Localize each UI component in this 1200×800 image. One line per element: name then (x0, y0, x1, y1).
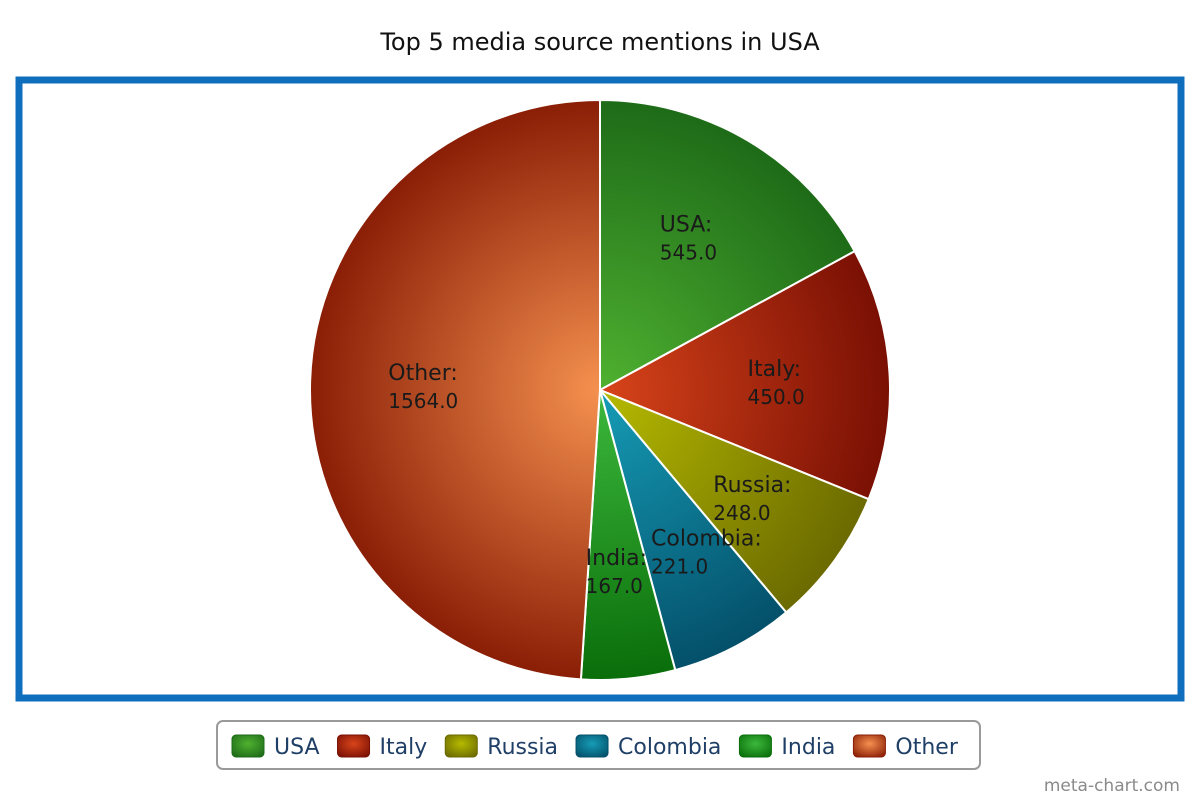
legend: USA Italy Russia Colombia India Other (216, 720, 981, 770)
slice-russia[interactable] (599, 389, 870, 614)
slice-value-russia: 248.0 (713, 501, 770, 525)
slice-usa[interactable] (599, 98, 856, 392)
pie-slices (309, 98, 891, 681)
legend-label-usa[interactable]: USA (274, 735, 320, 760)
legend-swatch-russia (444, 734, 478, 758)
legend-label-other[interactable]: Other (895, 735, 958, 760)
slice-label-colombia: Colombia: (651, 526, 762, 551)
slice-value-other: 1564.0 (388, 389, 458, 413)
legend-swatch-india (738, 734, 772, 758)
legend-label-russia[interactable]: Russia (487, 735, 558, 760)
legend-swatch-colombia (575, 734, 609, 758)
slice-label-italy: Italy: (748, 357, 802, 382)
slice-colombia[interactable] (599, 389, 788, 672)
slice-italy[interactable] (597, 249, 891, 501)
legend-swatch-italy (337, 734, 371, 758)
legend-items: USA Italy Russia Colombia India Other (231, 734, 959, 760)
watermark-text: meta-chart.com (1044, 776, 1180, 796)
slice-label-india: India: (586, 546, 647, 571)
slice-value-india: 167.0 (586, 574, 643, 598)
slice-value-italy: 450.0 (748, 385, 805, 409)
slice-value-colombia: 221.0 (651, 554, 708, 578)
legend-swatch-other (852, 734, 886, 758)
legend-label-colombia[interactable]: Colombia (618, 735, 721, 760)
pie-labels: USA: 545.0 Italy: 450.0 Russia: 248.0Colombia… (388, 212, 804, 598)
chart-title: Top 5 media source mentions in USA (379, 28, 820, 56)
slice-label-other: Other: (388, 361, 458, 386)
slice-other[interactable] (309, 98, 601, 681)
legend-label-italy[interactable]: Italy (380, 735, 428, 760)
legend-swatch-usa (231, 734, 265, 758)
legend-label-india[interactable]: India (781, 735, 835, 760)
slice-value-usa: 545.0 (660, 240, 717, 264)
slice-label-usa: USA: (660, 212, 713, 237)
slice-label-russia: Russia: (713, 473, 791, 498)
